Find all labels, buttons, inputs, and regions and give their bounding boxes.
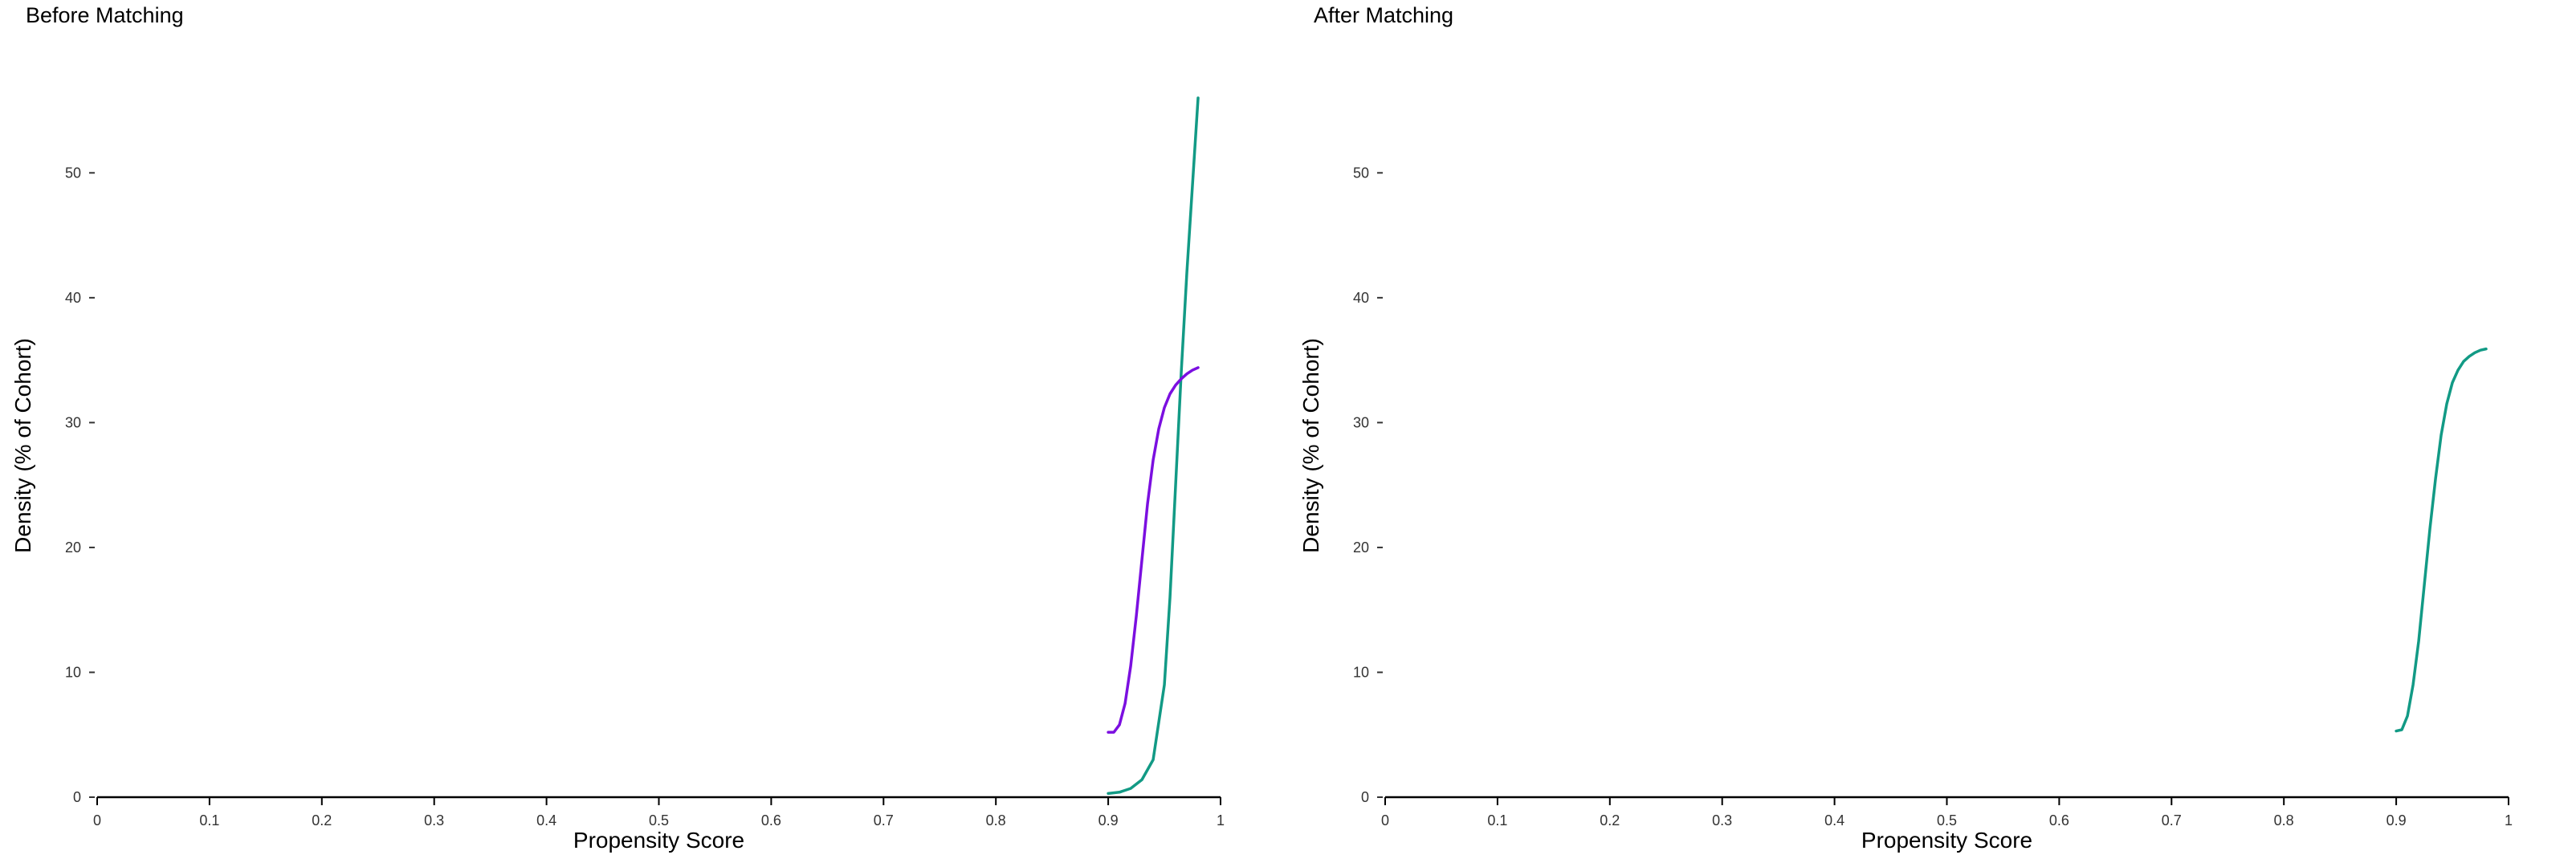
- before-matching-panel: Before Matching 0 0.1 0.2 0.3 0.4 0.5 0.6 0.7 0.…: [10, 3, 1225, 853]
- density-series-line-0: [2395, 347, 2488, 733]
- chart-title: After Matching: [1314, 3, 1454, 27]
- density-series-line-0: [1107, 96, 1200, 796]
- x-tick-label: 0.7: [874, 812, 894, 828]
- y-tick-label: 40: [1353, 290, 1369, 306]
- x-tick-label: 0.9: [2386, 812, 2407, 828]
- x-tick-label: 0.3: [424, 812, 444, 828]
- before-matching-chart: 0 0.1 0.2 0.3 0.4 0.5 0.6 0.7 0.8 0.9 101020304050…: [10, 96, 1225, 853]
- x-tick-label: 0.7: [2162, 812, 2182, 828]
- y-tick-label: 30: [65, 414, 81, 430]
- density-series-line-1: [1107, 366, 1200, 734]
- x-tick-label: 0.8: [2274, 812, 2294, 828]
- x-tick-label: 0.2: [312, 812, 332, 828]
- x-tick-label: 1: [1217, 812, 1225, 828]
- x-tick-label: 0.1: [199, 812, 219, 828]
- x-tick-label: 1: [2505, 812, 2513, 828]
- x-tick-label: 0.6: [761, 812, 781, 828]
- after-matching-chart: 0 0.1 0.2 0.3 0.4 0.5 0.6 0.7 0.8 0.9 101020304050…: [1298, 165, 2513, 853]
- x-tick-label: 0.5: [649, 812, 669, 828]
- x-tick-label: 0.9: [1098, 812, 1119, 828]
- y-tick-label: 50: [1353, 165, 1369, 181]
- y-tick-label: 20: [65, 539, 81, 556]
- after-matching-panel: After Matching 0 0.1 0.2 0.3 0.4 0.5 0.6 0.7 0.8…: [1288, 0, 2576, 859]
- y-tick-label: 0: [1361, 789, 1369, 805]
- y-axis-title: Density (% of Cohort): [10, 338, 35, 553]
- y-tick-label: 10: [65, 664, 81, 680]
- chart-title: Before Matching: [26, 3, 184, 27]
- y-tick-label: 10: [1353, 664, 1369, 680]
- x-tick-label: 0: [1381, 812, 1389, 828]
- x-tick-label: 0.5: [1937, 812, 1957, 828]
- x-axis-title: Propensity Score: [1861, 828, 2032, 853]
- y-tick-label: 50: [65, 165, 81, 181]
- y-axis-title: Density (% of Cohort): [1298, 338, 1323, 553]
- x-tick-label: 0: [93, 812, 101, 828]
- x-tick-label: 0.3: [1712, 812, 1732, 828]
- y-tick-label: 40: [65, 290, 81, 306]
- x-axis-title: Propensity Score: [573, 828, 744, 853]
- x-tick-label: 0.2: [1600, 812, 1620, 828]
- y-tick-label: 30: [1353, 414, 1369, 430]
- x-tick-label: 0.4: [1824, 812, 1844, 828]
- x-tick-label: 0.4: [536, 812, 556, 828]
- x-tick-label: 0.6: [2049, 812, 2069, 828]
- y-tick-label: 0: [73, 789, 81, 805]
- x-tick-label: 0.1: [1487, 812, 1507, 828]
- y-tick-label: 20: [1353, 539, 1369, 556]
- x-tick-label: 0.8: [986, 812, 1006, 828]
